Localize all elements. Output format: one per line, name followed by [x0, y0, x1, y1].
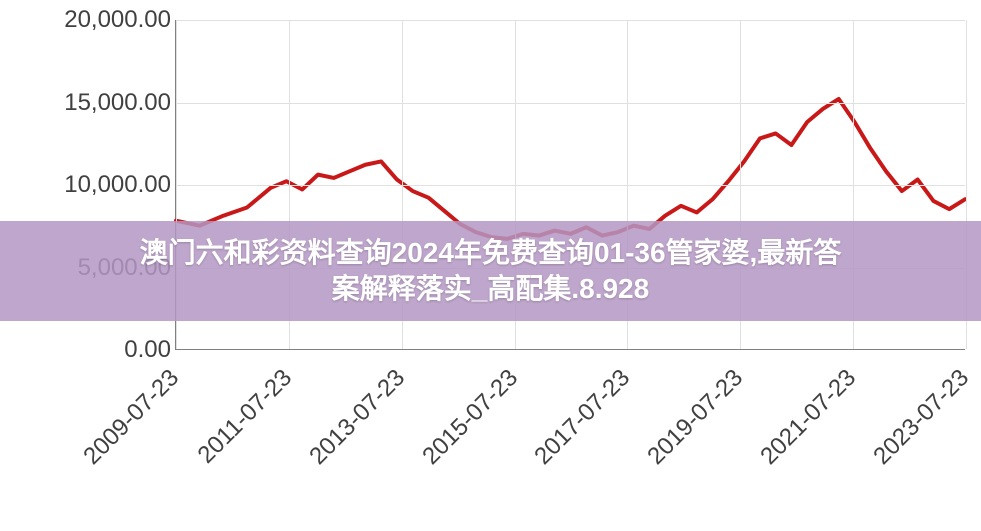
x-tick-label: 2013-07-23 — [304, 364, 411, 471]
y-tick-label: 10,000.00 — [21, 171, 171, 199]
gridline-horizontal — [176, 103, 965, 104]
y-tick-label: 0.00 — [21, 336, 171, 364]
x-tick-label: 2021-07-23 — [755, 364, 862, 471]
price-line — [176, 99, 965, 239]
chart-container: 0.005,000.0010,000.0015,000.0020,000.002… — [10, 10, 971, 390]
overlay-banner: 澳门六和彩资料查询2024年免费查询01-36管家婆,最新答 案解释落实_高配集… — [0, 221, 981, 321]
x-tick-label: 2009-07-23 — [78, 364, 185, 471]
overlay-text-line1: 澳门六和彩资料查询2024年免费查询01-36管家婆,最新答 — [140, 235, 842, 271]
y-tick-label: 20,000.00 — [21, 6, 171, 34]
x-tick-label: 2023-07-23 — [868, 364, 975, 471]
overlay-text-line2: 案解释落实_高配集.8.928 — [332, 271, 649, 307]
x-tick-label: 2011-07-23 — [192, 364, 297, 469]
gridline-horizontal — [176, 20, 965, 21]
gridline-horizontal — [176, 185, 965, 186]
y-tick-label: 15,000.00 — [21, 89, 171, 117]
x-tick-label: 2015-07-23 — [417, 364, 524, 471]
x-tick-label: 2017-07-23 — [530, 364, 637, 471]
x-tick-label: 2019-07-23 — [643, 364, 750, 471]
